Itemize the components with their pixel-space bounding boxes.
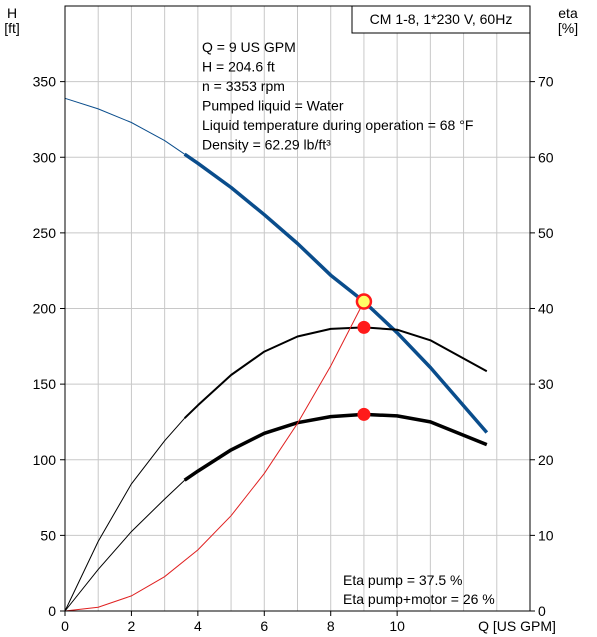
x-tick-label: 10 xyxy=(389,618,405,634)
x-tick-label: 8 xyxy=(327,618,335,634)
info-line: Density = 62.29 lb/ft³ xyxy=(202,137,331,153)
operating-points xyxy=(355,293,373,421)
info-line: H = 204.6 ft xyxy=(202,59,275,75)
y-left-axis-label: H xyxy=(7,5,17,21)
efficiency-point xyxy=(357,407,371,421)
y-left-tick-label: 0 xyxy=(48,603,56,619)
info-line: n = 3353 rpm xyxy=(202,78,285,94)
curve-eta_pump xyxy=(183,326,488,419)
y-right-axis-label: [%] xyxy=(558,20,578,36)
y-right-tick-label: 50 xyxy=(538,225,554,241)
y-left-tick-label: 200 xyxy=(33,301,57,317)
eta-line: Eta pump+motor = 26 % xyxy=(343,591,495,607)
y-left-tick-label: 250 xyxy=(33,225,57,241)
x-tick-label: 6 xyxy=(260,618,268,634)
y-left-tick-label: 50 xyxy=(40,527,56,543)
y-left-tick-label: 100 xyxy=(33,452,57,468)
x-tick-label: 4 xyxy=(194,618,202,634)
y-right-tick-label: 10 xyxy=(538,527,554,543)
info-line: Q = 9 US GPM xyxy=(202,39,296,55)
y-right-axis-label: eta xyxy=(558,5,578,21)
y-left-tick-label: 350 xyxy=(33,74,57,90)
eta-line: Eta pump = 37.5 % xyxy=(343,572,462,588)
curve-eta_pump_motor xyxy=(183,412,488,482)
curve-eta_pump_motor-thin xyxy=(64,479,185,612)
y-right-tick-label: 60 xyxy=(538,149,554,165)
x-tick-label: 2 xyxy=(128,618,136,634)
duty-point xyxy=(355,293,373,310)
chart-title: CM 1-8, 1*230 V, 60Hz xyxy=(370,11,513,27)
curve-system xyxy=(64,301,365,612)
y-right-tick-label: 0 xyxy=(538,603,546,619)
y-left-tick-label: 150 xyxy=(33,376,57,392)
axes: 0 2 4 6 8 10050100150200250300350010203040506… xyxy=(4,5,578,634)
y-right-tick-label: 20 xyxy=(538,452,554,468)
y-right-tick-label: 70 xyxy=(538,74,554,90)
grid xyxy=(65,6,530,611)
x-axis-label: Q [US GPM] xyxy=(478,618,556,634)
curve-eta_pump-thin xyxy=(64,417,185,612)
y-left-tick-label: 300 xyxy=(33,149,57,165)
info-line: Liquid temperature during operation = 68… xyxy=(202,117,473,133)
y-right-tick-label: 30 xyxy=(538,376,554,392)
info-line: Pumped liquid = Water xyxy=(202,98,344,114)
curve-head-thin xyxy=(64,97,185,155)
curves xyxy=(64,97,489,612)
title-box xyxy=(351,5,531,34)
efficiency-point xyxy=(357,320,371,334)
y-left-axis-label: [ft] xyxy=(4,20,20,36)
annotations: CM 1-8, 1*230 V, 60Hz Q = 9 US GPM H = 204… xyxy=(202,5,531,607)
curve-head xyxy=(183,152,489,434)
y-right-tick-label: 40 xyxy=(538,301,554,317)
x-tick-label: 0 xyxy=(61,618,69,634)
